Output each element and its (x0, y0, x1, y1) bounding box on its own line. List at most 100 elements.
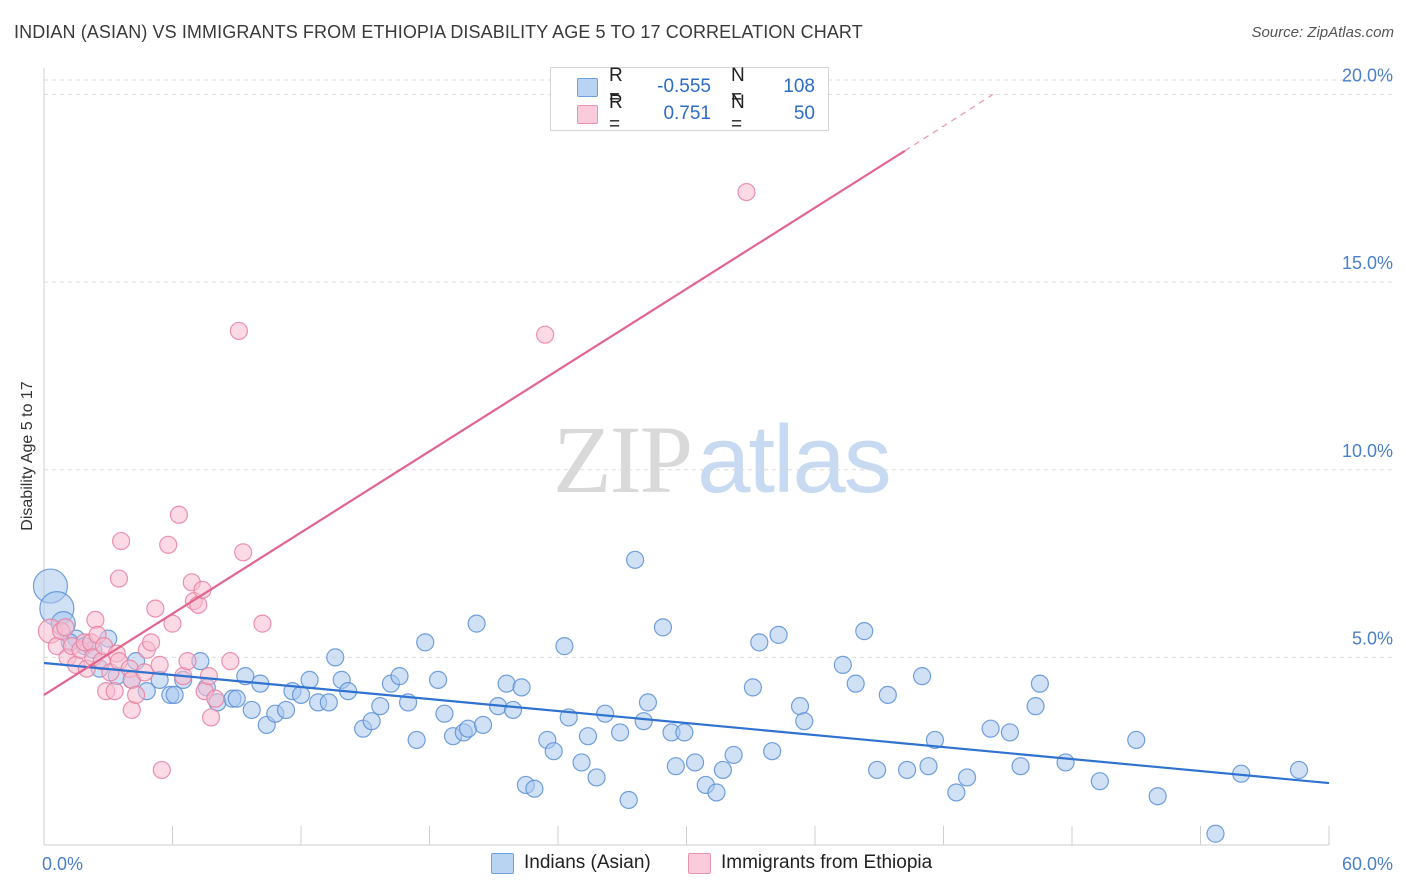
indian-point (1289, 760, 1309, 780)
indian-point (625, 550, 645, 569)
trend-line-ethiopia-extension (904, 94, 994, 152)
indian-point (743, 678, 762, 697)
legend-item-indians[interactable]: Indians (Asian) (491, 852, 651, 874)
ethiopia-point (169, 505, 189, 524)
chart-title: INDIAN (ASIAN) VS IMMIGRANTS FROM ETHIOP… (14, 22, 863, 42)
ethiopia-point (150, 655, 169, 674)
ethiopia-point (201, 708, 221, 727)
legend-n-label: N = (731, 65, 745, 108)
indian-point (619, 790, 638, 810)
indian-point (512, 678, 531, 697)
indian-point (416, 633, 435, 652)
ethiopia-point (221, 652, 240, 671)
indian-point (846, 674, 865, 693)
legend-swatch-pink (577, 104, 598, 124)
y-tick-label: 5.0% (1352, 628, 1393, 648)
indian-point (587, 768, 606, 787)
series-indians-asian (32, 550, 1309, 843)
legend-swatch-blue (577, 77, 598, 97)
indian-point (685, 753, 705, 772)
indian-point (1148, 787, 1167, 806)
indian-point (1090, 772, 1109, 791)
indian-point (390, 667, 409, 686)
indian-point (769, 625, 788, 644)
indian-point (165, 685, 184, 705)
y-tick-label: 20.0% (1342, 66, 1393, 86)
series-legend: Indians (Asian) Immigrants from Ethiopia (0, 852, 1406, 878)
indian-point (362, 712, 381, 731)
indian-point (227, 689, 246, 708)
indian-point (957, 768, 977, 787)
indian-point (611, 723, 630, 742)
ethiopia-point (737, 182, 756, 202)
watermark-zip: ZIP (553, 406, 693, 513)
indian-point (300, 670, 319, 689)
indian-point (1026, 697, 1045, 716)
tick-label-layer: 5.0% 10.0% 15.0% 20.0% 0.0% 60.0% (42, 66, 1393, 874)
legend-swatch-indians (491, 852, 514, 874)
indian-point (713, 760, 733, 780)
indian-point (1206, 824, 1225, 843)
ethiopia-point (152, 760, 171, 780)
indian-point (790, 697, 810, 716)
watermark-atlas: atlas (697, 406, 892, 513)
indian-point (458, 719, 478, 738)
indian-point (795, 712, 814, 731)
legend-r-label: R = (609, 92, 623, 135)
ethiopia-point (159, 535, 178, 554)
x-tick-label-max: 60.0% (1342, 854, 1393, 874)
trend-line-indians (43, 661, 1330, 785)
indian-point (878, 685, 897, 705)
indian-point (1056, 753, 1075, 772)
legend-r-value: -0.555 (657, 76, 711, 97)
indian-point (319, 693, 338, 712)
indian-point (555, 637, 574, 656)
legend-n-value: 108 (783, 76, 815, 97)
trend-layer (43, 94, 1330, 785)
ethiopia-point (86, 610, 105, 629)
ethiopia-point (141, 633, 161, 652)
indian-point (925, 730, 945, 750)
indian-point (473, 715, 493, 735)
indian-point (868, 760, 887, 780)
y-tick-label: 15.0% (1342, 253, 1393, 273)
indian-point (497, 674, 516, 693)
indian-point (947, 783, 966, 802)
indian-point (572, 753, 591, 772)
indian-point (467, 614, 486, 633)
legend-r-label: R = (609, 65, 623, 108)
indian-point (1000, 723, 1019, 742)
indian-point (750, 633, 769, 652)
y-tick-label: 10.0% (1342, 441, 1393, 461)
indian-point (724, 745, 743, 765)
ethiopia-point (122, 700, 141, 720)
indian-point (653, 618, 673, 637)
ethiopia-point (146, 599, 165, 618)
indian-point (1127, 730, 1146, 750)
ethiopia-point (206, 689, 225, 708)
indian-point (634, 712, 653, 731)
legend-r-value: 0.751 (663, 103, 711, 124)
legend-swatch-ethiopia (688, 852, 711, 874)
indian-point (503, 700, 523, 720)
ethiopia-point (163, 614, 182, 633)
trend-line-ethiopia (43, 149, 906, 696)
indian-point (919, 757, 938, 776)
ethiopia-point (105, 682, 124, 701)
indian-point (763, 742, 782, 761)
watermark: ZIPatlas (553, 404, 892, 515)
indian-point (578, 727, 598, 746)
x-tick-label-min: 0.0% (42, 854, 83, 874)
indian-point (833, 655, 852, 674)
legend-n-value: 50 (793, 103, 815, 124)
legend-item-ethiopia[interactable]: Immigrants from Ethiopia (688, 852, 932, 874)
legend-n-label: N = (731, 92, 745, 135)
legend-label-ethiopia: Immigrants from Ethiopia (721, 852, 933, 873)
ethiopia-point (56, 618, 75, 637)
ethiopia-point (253, 614, 272, 633)
ethiopia-point (199, 667, 219, 686)
indian-point (707, 783, 726, 802)
indian-point (291, 685, 311, 705)
ethiopia-point (189, 595, 208, 614)
indian-point (242, 700, 261, 720)
